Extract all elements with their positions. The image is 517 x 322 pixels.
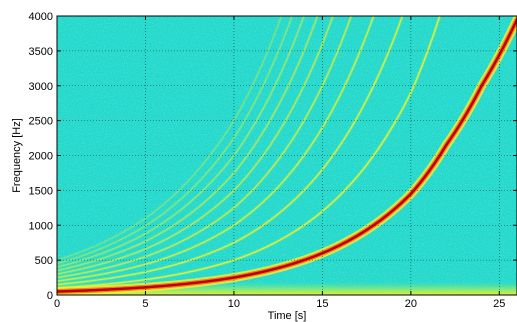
harmonic-10: [57, 16, 283, 261]
fundamental-ridge: [57, 18, 517, 293]
harmonic-glow-8: [57, 16, 306, 269]
y-tick-label: 3500: [29, 46, 53, 58]
y-tick-label: 1000: [29, 220, 53, 232]
harmonic-7: [57, 16, 319, 272]
x-axis-ticks: 0 5 10 15 20 25: [54, 16, 505, 310]
harmonic-3: [57, 16, 404, 286]
harmonic-5: [57, 16, 352, 279]
y-axis-label: Frequency [Hz]: [11, 118, 23, 193]
x-tick-label: 5: [142, 298, 148, 310]
y-tick-label: 2000: [29, 151, 53, 163]
y-tick-label: 3000: [29, 81, 53, 93]
harmonic-8: [57, 16, 305, 268]
harmonic-9: [57, 16, 293, 265]
x-tick-label: 20: [405, 298, 417, 310]
harmonic-6: [57, 16, 334, 275]
fundamental-curve: [57, 16, 517, 295]
x-tick-label: 15: [316, 298, 328, 310]
harmonic-glow-9: [57, 16, 294, 266]
y-tick-label: 500: [35, 255, 53, 267]
y-axis-ticks: 0 500 1000 1500 2000 2500 3000 3500 4000: [29, 11, 517, 302]
harmonic-curves: [57, 16, 442, 290]
x-axis-label: Time [s]: [268, 310, 307, 322]
y-tick-label: 4000: [29, 11, 53, 23]
x-tick-label: 25: [493, 298, 505, 310]
harmonic-2: [57, 16, 441, 289]
harmonic-4: [57, 16, 375, 282]
x-tick-label: 0: [54, 298, 60, 310]
harmonic-glow-10: [57, 16, 284, 262]
y-tick-label: 1500: [29, 185, 53, 197]
y-tick-label: 0: [47, 290, 53, 302]
x-tick-label: 10: [228, 298, 240, 310]
y-tick-label: 2500: [29, 116, 53, 128]
plot-area: [56, 15, 517, 296]
